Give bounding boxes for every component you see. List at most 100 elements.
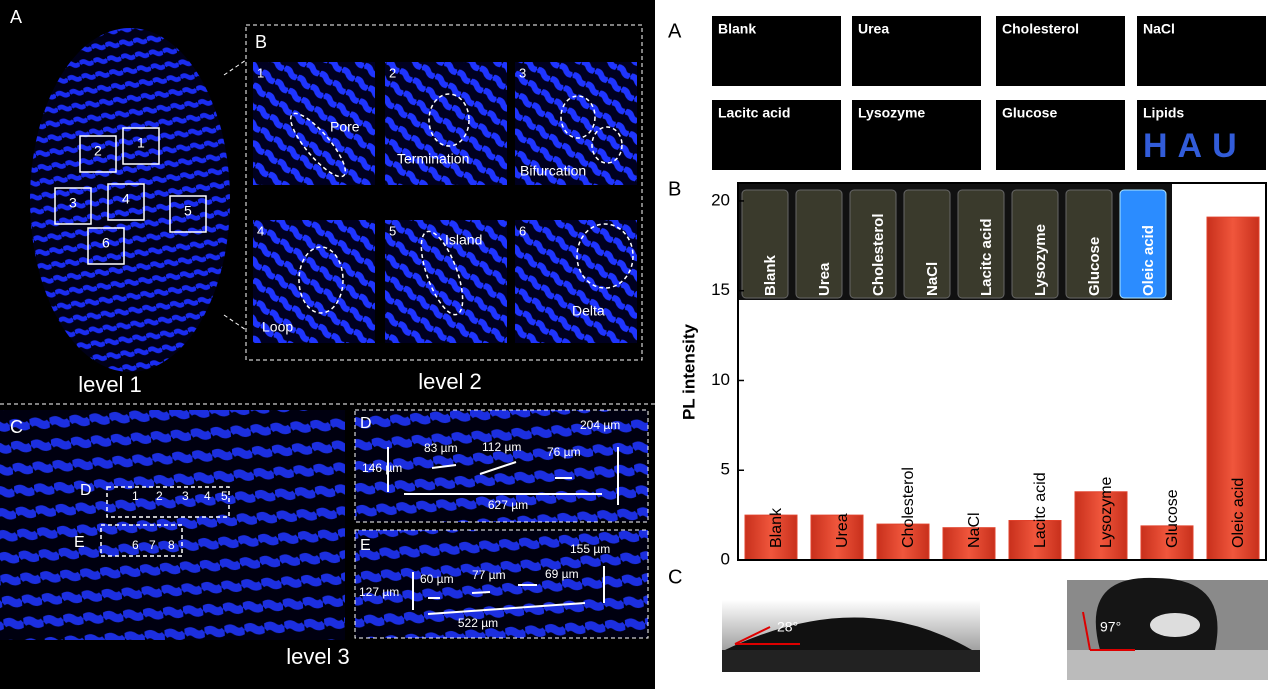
bar <box>1206 216 1260 561</box>
sample-box <box>712 100 841 170</box>
level-label: level 1 <box>78 372 142 397</box>
vial-label: Blank <box>762 254 779 296</box>
region-number: 5 <box>184 203 192 219</box>
vial-label: Urea <box>816 262 833 296</box>
vial <box>1011 189 1059 299</box>
minutia-label: Pore <box>330 119 360 135</box>
sample-box <box>852 100 981 170</box>
minutia-marker <box>428 93 470 147</box>
measurement: 60 µm <box>420 572 454 586</box>
sample-label: NaCl <box>1143 21 1175 37</box>
vial-label: Cholesterol <box>870 213 887 296</box>
angle-line <box>1082 611 1091 651</box>
y-axis-label: PL intensity <box>679 323 698 420</box>
sample-box <box>996 16 1125 86</box>
sample-label: Blank <box>718 21 756 37</box>
bar <box>744 514 798 561</box>
angle-label: 97° <box>1100 619 1121 635</box>
position-number: 1 <box>132 489 139 503</box>
bar-label: Lacitc acid <box>1032 472 1049 548</box>
region-number: 1 <box>137 135 145 151</box>
bar <box>1074 491 1128 561</box>
panel-label: E <box>74 534 85 551</box>
measurement: 112 µm <box>482 440 521 454</box>
panel-label: D <box>360 415 372 432</box>
vial-label: Lacitc acid <box>978 218 995 296</box>
region-number: 4 <box>122 191 130 207</box>
bar-label: Glucose <box>1164 489 1181 548</box>
panel-label: A <box>668 20 682 42</box>
tile-number: 3 <box>519 65 526 80</box>
minutia-marker <box>420 230 464 316</box>
bar <box>942 527 996 561</box>
region-box <box>169 195 207 233</box>
vial <box>957 189 1005 299</box>
tile-number: 4 <box>257 223 264 238</box>
minutia-tile <box>515 62 637 185</box>
substrate <box>1067 650 1268 680</box>
panel-label: B <box>255 32 267 52</box>
vial <box>1119 189 1167 299</box>
bar-label: NaCl <box>966 512 983 548</box>
panel-label: C <box>10 417 23 437</box>
minutia-tile <box>515 220 637 343</box>
droplet <box>1095 577 1218 650</box>
minutia-label: Island <box>445 232 482 248</box>
minutia-marker <box>298 246 344 314</box>
vial <box>795 189 843 299</box>
vial-label: Glucose <box>1086 237 1103 296</box>
droplet <box>725 617 972 650</box>
minutia-marker <box>576 223 634 289</box>
minutia-marker <box>591 126 623 164</box>
position-number: 4 <box>204 489 211 503</box>
sample-label: Cholesterol <box>1002 21 1079 37</box>
position-number: 3 <box>182 489 189 503</box>
position-number: 8 <box>168 538 175 552</box>
vial-label: Lysozyme <box>1032 224 1049 296</box>
y-tick-label: 15 <box>711 280 730 299</box>
minutia-tile <box>385 220 507 343</box>
tile-number: 2 <box>389 65 396 80</box>
minutia-marker <box>289 112 347 178</box>
measurement: 127 µm <box>359 585 399 599</box>
sample-label: Lipids <box>1143 105 1184 121</box>
measurement: 522 µm <box>458 616 498 630</box>
tile-number: 6 <box>519 223 526 238</box>
panel-label: B <box>668 178 681 200</box>
measurement: 69 µm <box>545 567 579 581</box>
measurement: 627 µm <box>488 498 528 512</box>
y-tick-label: 20 <box>711 190 730 209</box>
minutia-label: Loop <box>262 319 293 335</box>
region-box <box>79 135 117 173</box>
measurement: 155 µm <box>570 542 610 556</box>
vial <box>903 189 951 299</box>
region-box <box>122 127 160 165</box>
bar-label: Blank <box>768 507 785 548</box>
measurement: 77 µm <box>472 568 506 582</box>
panel-label: C <box>668 566 682 588</box>
position-number: 2 <box>156 489 163 503</box>
panel-label: A <box>10 7 22 27</box>
measurement: 83 µm <box>424 441 458 455</box>
region-number: 3 <box>69 195 77 211</box>
minutia-label: Bifurcation <box>520 163 586 179</box>
sample-box <box>1137 16 1266 86</box>
sample-label: Lysozyme <box>858 105 925 121</box>
bar <box>876 523 930 561</box>
scale-line <box>479 461 517 475</box>
region-box <box>87 227 125 265</box>
minutia-tile <box>253 220 375 343</box>
scale-line <box>471 591 491 594</box>
scale-line <box>427 602 586 615</box>
y-tick-label: 5 <box>721 460 730 479</box>
vial <box>849 189 897 299</box>
position-number: 7 <box>149 538 156 552</box>
bar <box>810 514 864 561</box>
position-number: 5 <box>221 489 228 503</box>
droplet-highlight <box>1150 613 1200 637</box>
substrate <box>722 650 980 672</box>
minutia-marker <box>560 95 596 139</box>
level-label: level 2 <box>418 369 482 394</box>
